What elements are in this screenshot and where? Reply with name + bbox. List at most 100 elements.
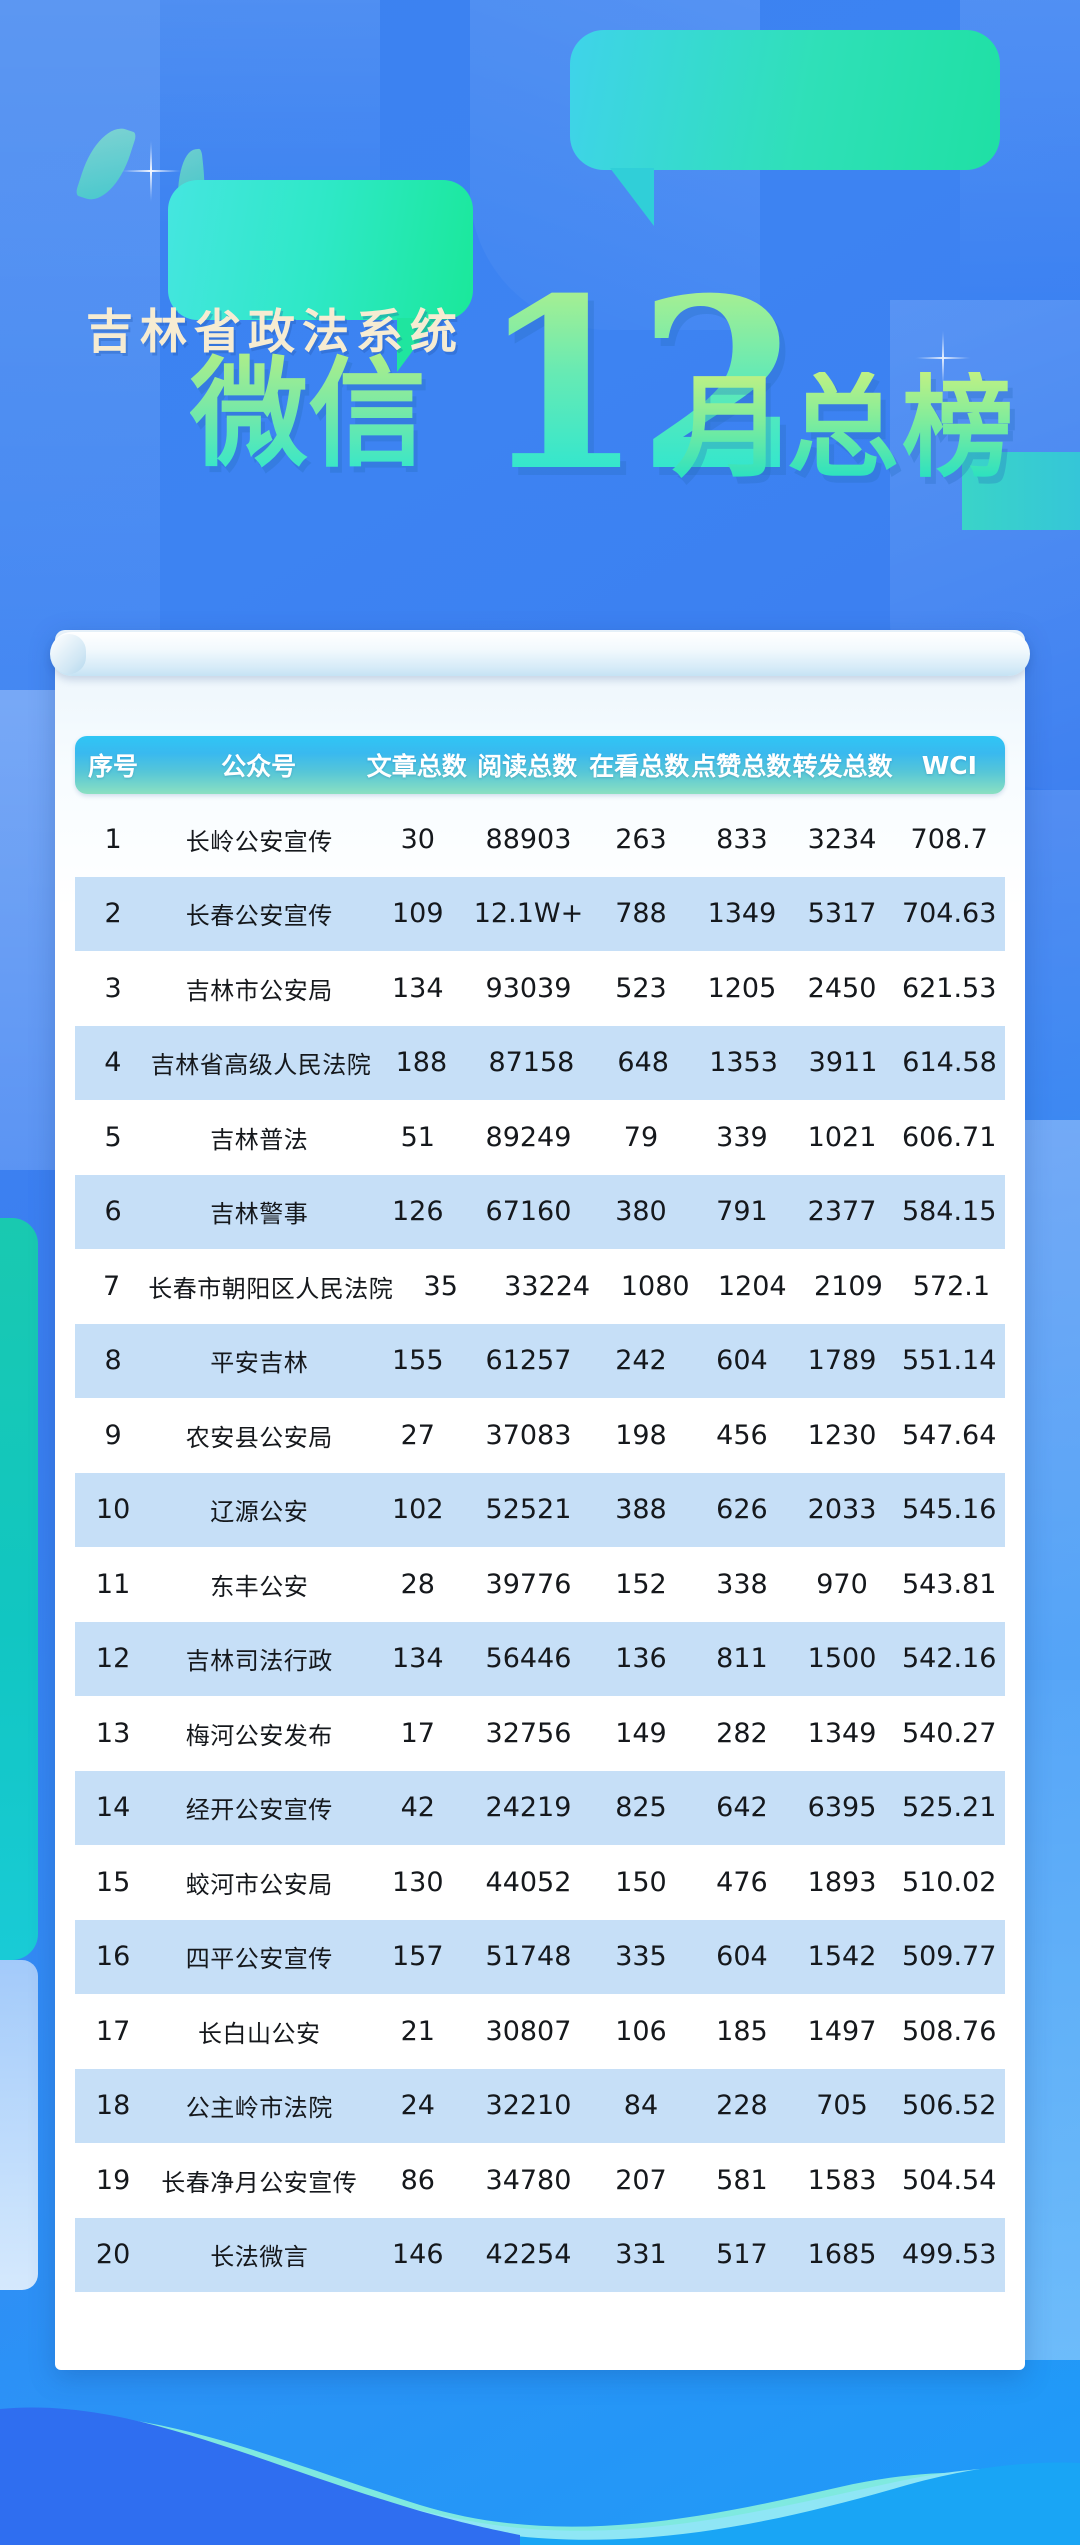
- table-header-row: 序号 公众号 文章总数 阅读总数 在看总数 点赞总数 转发总数 WCI: [75, 736, 1005, 794]
- table-row: 18 公主岭市法院 24 32210 84 228 705 506.52: [75, 2068, 1005, 2143]
- table-cell-likes: 517: [716, 2239, 768, 2271]
- table-cell-rank: 16: [95, 1941, 131, 1973]
- table-cell-likes: 1353: [709, 1047, 778, 1079]
- table-cell-articles: 51: [400, 1121, 435, 1153]
- table-cell-views: 788: [615, 898, 667, 930]
- table-cell-name: 蛟河市公安局: [185, 1870, 333, 1899]
- table-cell-rank: 3: [104, 972, 122, 1004]
- table-cell-rank: 9: [104, 1419, 122, 1451]
- table-cell-reads: 89249: [485, 1121, 572, 1153]
- table-row: 1 长岭公安宣传 30 88903 263 833 3234 708.7: [75, 802, 1005, 877]
- table-cell-likes: 338: [716, 1568, 768, 1600]
- table-cell-articles: 35: [423, 1270, 458, 1302]
- table-cell-views: 263: [615, 823, 667, 855]
- table-cell-shares: 1542: [807, 1941, 877, 1973]
- table-cell-wci: 572.1: [912, 1270, 991, 1302]
- table-cell-name: 辽源公安: [210, 1498, 309, 1527]
- table-cell-shares: 1230: [807, 1419, 877, 1451]
- table-cell-likes: 1349: [707, 898, 777, 930]
- table-row: 8 平安吉林 155 61257 242 604 1789 551.14: [75, 1323, 1005, 1398]
- table-cell-wci: 606.71: [901, 1121, 997, 1153]
- card-scroll-top: [50, 632, 1030, 676]
- table-cell-shares: 6395: [807, 1792, 877, 1824]
- table-cell-views: 106: [615, 2015, 667, 2047]
- title-suffix: 月总榜: [672, 362, 1017, 493]
- table-cell-likes: 476: [716, 1866, 768, 1898]
- table-cell-reads: 67160: [485, 1196, 572, 1228]
- table-cell-likes: 791: [716, 1196, 768, 1228]
- table-cell-articles: 24: [400, 2090, 435, 2122]
- table-cell-likes: 228: [716, 2090, 768, 2122]
- table-row: 15 蛟河市公安局 130 44052 150 476 1893 510.02: [75, 1845, 1005, 1920]
- table-cell-shares: 2450: [807, 972, 877, 1004]
- table-cell-articles: 21: [400, 2015, 435, 2047]
- table-column-header: 序号: [87, 752, 138, 781]
- table-cell-articles: 155: [391, 1345, 444, 1377]
- poster-subtitle: 吉林省政法系统: [86, 305, 464, 360]
- table-cell-name: 四平公安宣传: [185, 1945, 333, 1974]
- table-cell-views: 149: [615, 1717, 667, 1749]
- table-cell-reads: 32210: [485, 2090, 572, 2122]
- speech-bubble-tail: [610, 168, 654, 226]
- table-cell-views: 84: [623, 2090, 659, 2122]
- table-cell-wci: 504.54: [901, 2164, 997, 2196]
- table-cell-wci: 704.63: [901, 898, 997, 930]
- teal-accent-bar: [0, 1218, 38, 1960]
- table-cell-name: 长春市朝阳区人民法院: [148, 1274, 394, 1303]
- table-cell-reads: 87158: [488, 1047, 575, 1079]
- table-cell-name: 公主岭市法院: [185, 2094, 333, 2123]
- table-row: 5 吉林普法 51 89249 79 339 1021 606.71: [75, 1100, 1005, 1175]
- table-cell-views: 136: [615, 1643, 667, 1675]
- table-cell-views: 150: [615, 1866, 667, 1898]
- table-cell-name: 农安县公安局: [185, 1423, 333, 1452]
- table-cell-likes: 339: [716, 1121, 768, 1153]
- table-cell-reads: 61257: [485, 1345, 572, 1377]
- table-row: 14 经开公安宣传 42 24219 825 642 6395 525.21: [75, 1770, 1005, 1845]
- table-cell-views: 198: [615, 1419, 667, 1451]
- table-cell-reads: 88903: [485, 823, 572, 855]
- table-cell-wci: 547.64: [901, 1419, 997, 1451]
- table-cell-shares: 705: [816, 2090, 868, 2122]
- table-cell-name: 梅河公安发布: [185, 1721, 333, 1750]
- table-cell-shares: 3911: [808, 1047, 878, 1079]
- table-cell-articles: 146: [391, 2239, 444, 2271]
- table-cell-wci: 543.81: [901, 1568, 997, 1600]
- table-cell-likes: 185: [716, 2015, 768, 2047]
- table-cell-reads: 39776: [485, 1568, 572, 1600]
- table-cell-rank: 12: [95, 1643, 131, 1675]
- table-column-header: 文章总数: [366, 752, 467, 781]
- table-cell-views: 825: [615, 1792, 667, 1824]
- table-cell-name: 吉林省高级人民法院: [150, 1051, 372, 1080]
- table-cell-name: 东丰公安: [210, 1572, 309, 1601]
- table-cell-rank: 17: [95, 2015, 131, 2047]
- table-cell-reads: 32756: [485, 1717, 572, 1749]
- table-cell-rank: 1: [104, 823, 122, 855]
- table-cell-reads: 34780: [485, 2164, 572, 2196]
- table-cell-likes: 626: [716, 1494, 768, 1526]
- table-cell-articles: 134: [391, 972, 444, 1004]
- leaf-icon: [74, 120, 138, 208]
- table-cell-rank: 15: [95, 1866, 131, 1898]
- table-cell-rank: 14: [95, 1792, 131, 1824]
- table-cell-views: 242: [615, 1345, 667, 1377]
- table-cell-name: 吉林普法: [210, 1125, 309, 1154]
- table-cell-shares: 1497: [807, 2015, 877, 2047]
- table-cell-likes: 833: [716, 823, 768, 855]
- table-cell-rank: 2: [104, 898, 122, 930]
- table-cell-views: 388: [615, 1494, 667, 1526]
- table-cell-likes: 604: [716, 1941, 768, 1973]
- table-row: 9 农安县公安局 27 37083 198 456 1230 547.64: [75, 1398, 1005, 1473]
- table-cell-rank: 8: [104, 1345, 122, 1377]
- ranking-card: 序号 公众号 文章总数 阅读总数 在看总数 点赞总数 转发总数 WCI 1 长岭公安宣传 30 88…: [55, 630, 1025, 2370]
- table-cell-shares: 1021: [807, 1121, 877, 1153]
- table-cell-shares: 1349: [807, 1717, 877, 1749]
- table-row: 19 长春净月公安宣传 86 34780 207 581 1583 504.54: [75, 2143, 1005, 2218]
- table-cell-rank: 19: [95, 2164, 131, 2196]
- table-cell-reads: 30807: [485, 2015, 572, 2047]
- table-cell-wci: 708.7: [910, 823, 988, 855]
- table-cell-wci: 506.52: [901, 2090, 997, 2122]
- table-cell-views: 380: [615, 1196, 667, 1228]
- table-row: 20 长法微言 146 42254 331 517 1685 499.53: [75, 2217, 1005, 2292]
- table-cell-name: 长春净月公安宣传: [161, 2168, 358, 2197]
- table-cell-wci: 508.76: [901, 2015, 997, 2047]
